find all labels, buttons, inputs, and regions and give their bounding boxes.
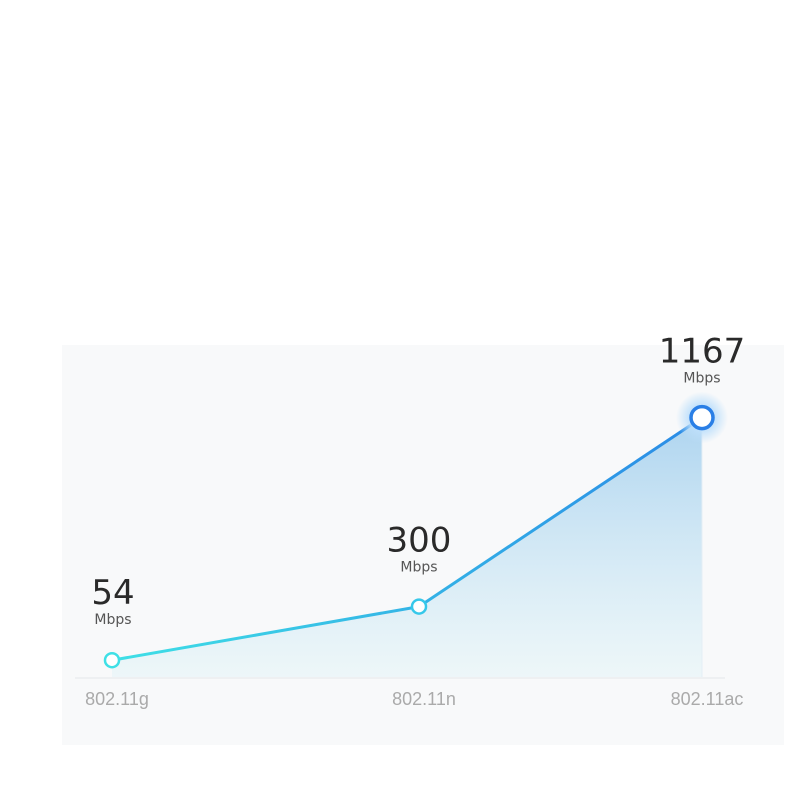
data-label-unit: Mbps — [400, 560, 437, 576]
data-point — [689, 404, 715, 431]
data-label-value: 300 — [387, 521, 452, 561]
area-fill — [112, 417, 702, 678]
data-label-unit: Mbps — [94, 612, 131, 628]
data-point — [410, 598, 428, 615]
x-tick-label: 802.11n — [392, 689, 456, 709]
data-point — [103, 651, 121, 669]
x-tick-label: 802.11ac — [671, 689, 744, 709]
data-label-value: 54 — [91, 573, 134, 613]
data-label-unit: Mbps — [683, 371, 720, 387]
data-label-value: 1167 — [659, 332, 746, 372]
x-tick-label: 802.11g — [85, 689, 149, 709]
